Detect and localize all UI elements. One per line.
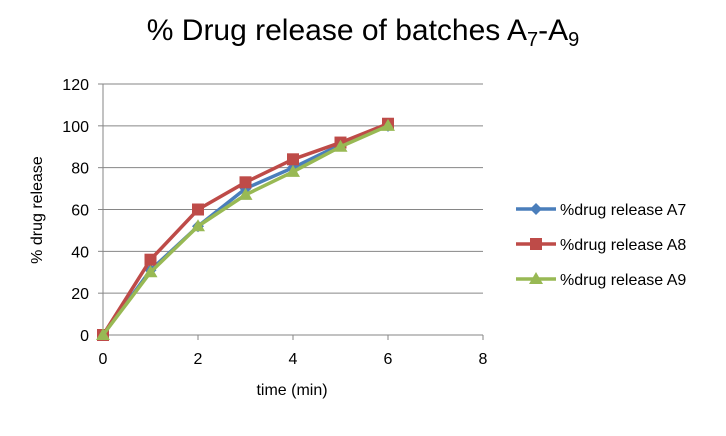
data-point — [143, 265, 158, 278]
legend-marker — [530, 203, 542, 215]
legend-marker — [530, 238, 542, 250]
chart-title-dash: -A — [538, 14, 569, 47]
y-tick-label: 20 — [71, 286, 89, 303]
data-point — [287, 153, 299, 166]
legend-label: %drug release A9 — [560, 272, 686, 289]
legend-label: %drug release A8 — [560, 237, 686, 254]
y-tick-label: 0 — [80, 328, 89, 345]
series-line — [101, 124, 389, 337]
legend-marker — [529, 272, 543, 284]
y-tick-label: 100 — [62, 119, 89, 136]
y-axis-label: % drug release — [29, 156, 46, 264]
x-tick-label: 6 — [384, 351, 393, 368]
chart-title-sub-1: 7 — [526, 29, 539, 51]
y-tick-label: 120 — [62, 77, 89, 94]
series-3 — [96, 118, 395, 340]
chart-title-main: % Drug release of batches A — [146, 14, 527, 47]
legend-item: %drug release A7 — [516, 202, 686, 219]
x-tick-label: 8 — [479, 351, 488, 368]
legend-item: %drug release A9 — [516, 272, 686, 289]
data-point — [144, 253, 157, 266]
legend: %drug release A7 %drug release A8 %drug re… — [516, 202, 686, 289]
data-point — [286, 164, 300, 177]
data-point — [333, 139, 348, 152]
x-tick-label: 0 — [99, 351, 108, 368]
series-group — [96, 117, 395, 341]
legend-item: %drug release A8 — [516, 237, 686, 254]
legend-label: %drug release A7 — [560, 202, 686, 219]
series-line — [101, 122, 389, 336]
y-tick-label: 40 — [71, 244, 89, 261]
series-2 — [97, 117, 394, 341]
axes: 0 20 40 60 80 100 120 0 2 4 6 8 — [62, 77, 487, 368]
data-point — [238, 187, 253, 200]
x-tick-label: 2 — [194, 351, 203, 368]
data-point — [191, 219, 205, 232]
y-tick-label: 80 — [71, 161, 89, 178]
data-point — [239, 176, 252, 189]
chart-title-sub-2: 9 — [568, 29, 580, 51]
x-axis-label: time (min) — [256, 382, 327, 399]
chart-title: % Drug release of batches A7-A9 — [0, 14, 726, 52]
series-1 — [97, 119, 394, 341]
data-point — [192, 203, 204, 216]
y-tick-label: 60 — [71, 203, 89, 220]
data-point — [381, 118, 395, 131]
series-line — [101, 124, 389, 337]
data-point — [96, 328, 110, 340]
x-tick-label: 4 — [289, 351, 298, 368]
